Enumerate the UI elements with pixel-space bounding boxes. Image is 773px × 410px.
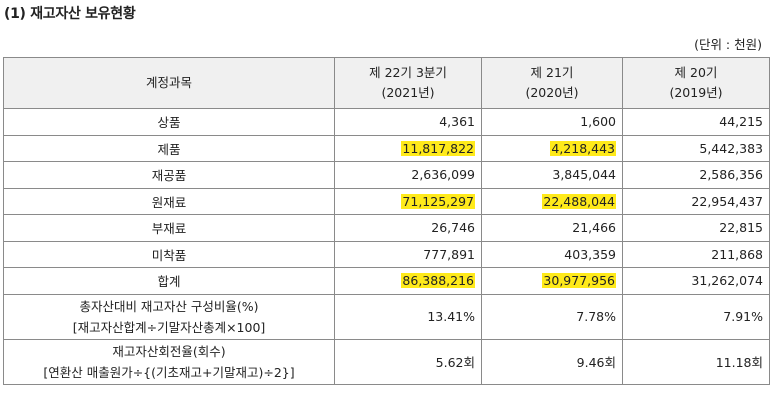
turnover-value-20: 11.18회 xyxy=(622,338,770,385)
header-period-22-name: 제 22기 3분기 xyxy=(369,65,447,80)
value-text: 211,868 xyxy=(711,246,763,262)
row-label: 제품 xyxy=(3,134,335,162)
value-text: 22,815 xyxy=(719,220,763,236)
value-text: 2,586,356 xyxy=(699,167,763,183)
value-cell-21: 1,600 xyxy=(481,108,623,136)
value-text: 4,218,443 xyxy=(550,140,616,156)
value-cell-20: 211,868 xyxy=(622,240,770,268)
value-cell-20: 31,262,074 xyxy=(622,267,770,295)
table-row: 부재료 26,746 21,466 22,815 xyxy=(3,214,770,242)
table-header-row: 계정과목 제 22기 3분기 (2021년) 제 21기 (2020년) 제 2… xyxy=(3,57,770,109)
value-cell-21: 30,977,956 xyxy=(481,267,623,295)
header-period-21-name: 제 21기 xyxy=(530,65,574,80)
value-cell-22: 2,636,099 xyxy=(334,161,482,189)
value-text: 3,845,044 xyxy=(552,167,616,183)
row-label: 미착품 xyxy=(3,240,335,268)
value-text: 22,954,437 xyxy=(691,193,763,209)
row-label: 부재료 xyxy=(3,214,335,242)
table-row: 원재료 71,125,297 22,488,044 22,954,437 xyxy=(3,187,770,215)
value-text: 22,488,044 xyxy=(542,193,616,209)
value-cell-20: 22,815 xyxy=(622,214,770,242)
header-period-21: 제 21기 (2020년) xyxy=(481,57,623,109)
value-text: 44,215 xyxy=(719,114,763,130)
header-account: 계정과목 xyxy=(3,57,335,109)
value-cell-20: 5,442,383 xyxy=(622,134,770,162)
value-text: 86,388,216 xyxy=(401,273,475,289)
value-cell-21: 3,845,044 xyxy=(481,161,623,189)
value-cell-22: 71,125,297 xyxy=(334,187,482,215)
value-cell-20: 44,215 xyxy=(622,108,770,136)
ratio-label-formula: [재고자산합계÷기말자산총계×100] xyxy=(72,319,266,335)
turnover-label-formula: [연환산 매출원가÷{(기초재고+기말재고)÷2}] xyxy=(43,364,295,380)
header-period-22: 제 22기 3분기 (2021년) xyxy=(334,57,482,109)
value-text: 5,442,383 xyxy=(699,140,763,156)
unit-note: (단위 : 천원) xyxy=(694,37,762,52)
value-cell-22: 4,361 xyxy=(334,108,482,136)
header-period-20-name: 제 20기 xyxy=(674,65,718,80)
value-text: 31,262,074 xyxy=(691,273,763,289)
table-row: 재공품 2,636,099 3,845,044 2,586,356 xyxy=(3,161,770,189)
value-text: 11,817,822 xyxy=(401,140,475,156)
header-period-20: 제 20기 (2019년) xyxy=(622,57,770,109)
value-cell-21: 403,359 xyxy=(481,240,623,268)
header-period-22-year: (2021년) xyxy=(381,85,435,100)
ratio-value-21: 7.78% xyxy=(481,293,623,340)
header-period-20-year: (2019년) xyxy=(669,85,723,100)
ratio-value-20: 7.91% xyxy=(622,293,770,340)
turnover-label: 재고자산회전율(회수) [연환산 매출원가÷{(기초재고+기말재고)÷2}] xyxy=(3,338,335,385)
row-label: 상품 xyxy=(3,108,335,136)
inventory-table: 계정과목 제 22기 3분기 (2021년) 제 21기 (2020년) 제 2… xyxy=(3,57,770,385)
ratio-value-22: 13.41% xyxy=(334,293,482,340)
value-cell-20: 22,954,437 xyxy=(622,187,770,215)
turnover-row: 재고자산회전율(회수) [연환산 매출원가÷{(기초재고+기말재고)÷2}] 5… xyxy=(3,338,770,385)
value-text: 21,466 xyxy=(572,220,616,236)
value-text: 2,636,099 xyxy=(411,167,475,183)
value-text: 777,891 xyxy=(423,246,475,262)
turnover-label-title: 재고자산회전율(회수) xyxy=(112,343,226,359)
value-cell-21: 22,488,044 xyxy=(481,187,623,215)
value-cell-21: 4,218,443 xyxy=(481,134,623,162)
turnover-value-22: 5.62회 xyxy=(334,338,482,385)
value-cell-21: 21,466 xyxy=(481,214,623,242)
value-text: 403,359 xyxy=(564,246,616,262)
value-cell-22: 26,746 xyxy=(334,214,482,242)
header-period-21-year: (2020년) xyxy=(525,85,579,100)
table-row: 합계 86,388,216 30,977,956 31,262,074 xyxy=(3,267,770,295)
value-text: 1,600 xyxy=(580,114,616,130)
turnover-value-21: 9.46회 xyxy=(481,338,623,385)
value-cell-22: 86,388,216 xyxy=(334,267,482,295)
value-text: 26,746 xyxy=(431,220,475,236)
table-row: 미착품 777,891 403,359 211,868 xyxy=(3,240,770,268)
table-row: 상품 4,361 1,600 44,215 xyxy=(3,108,770,136)
ratio-label-title: 총자산대비 재고자산 구성비율(%) xyxy=(79,298,259,314)
row-label: 원재료 xyxy=(3,187,335,215)
row-label: 재공품 xyxy=(3,161,335,189)
value-text: 4,361 xyxy=(439,114,475,130)
ratio-label: 총자산대비 재고자산 구성비율(%) [재고자산합계÷기말자산총계×100] xyxy=(3,293,335,340)
ratio-row: 총자산대비 재고자산 구성비율(%) [재고자산합계÷기말자산총계×100] 1… xyxy=(3,293,770,340)
value-cell-22: 777,891 xyxy=(334,240,482,268)
row-label: 합계 xyxy=(3,267,335,295)
section-title: (1) 재고자산 보유현황 xyxy=(4,6,136,22)
value-text: 71,125,297 xyxy=(401,193,475,209)
value-cell-20: 2,586,356 xyxy=(622,161,770,189)
value-text: 30,977,956 xyxy=(542,273,616,289)
value-cell-22: 11,817,822 xyxy=(334,134,482,162)
table-row: 제품 11,817,822 4,218,443 5,442,383 xyxy=(3,134,770,162)
